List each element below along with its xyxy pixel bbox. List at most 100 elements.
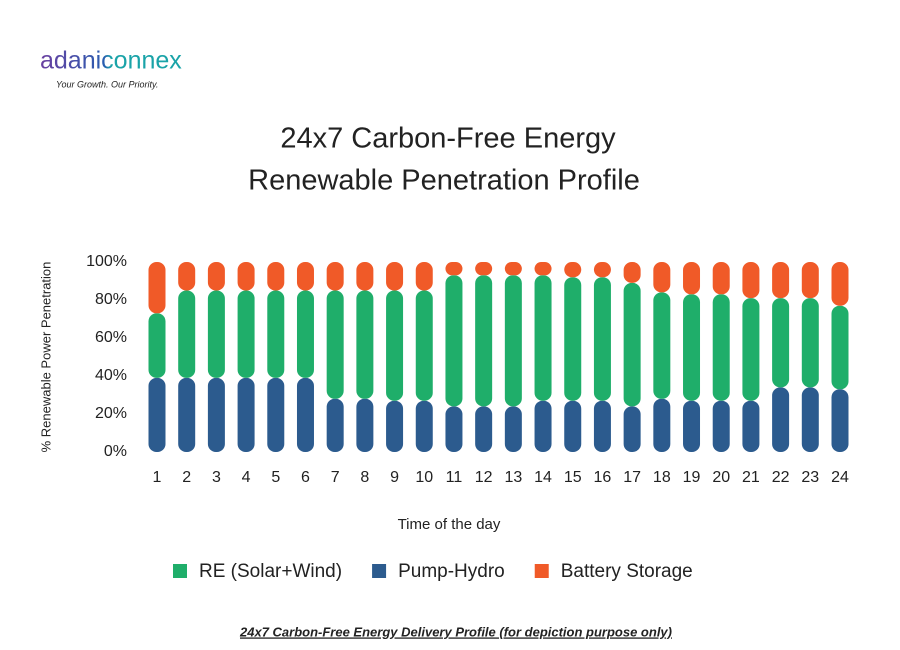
x-tick-label: 2 [182, 469, 191, 486]
legend-label: RE (Solar+Wind) [199, 561, 342, 582]
bar-segment [386, 262, 404, 291]
x-tick-label: 14 [534, 469, 552, 486]
legend-swatch [173, 564, 187, 578]
bar-segment [772, 262, 790, 299]
x-tick-label: 23 [801, 469, 819, 486]
bar-segment [178, 262, 196, 291]
bar-segment [475, 406, 493, 452]
logo: adaniconnex [40, 47, 182, 75]
legend-swatch [372, 564, 387, 578]
bar-segment [683, 262, 701, 295]
bar-segment [831, 262, 849, 306]
bar-segment [742, 262, 760, 299]
x-tick-label: 1 [153, 469, 162, 486]
x-tick-label: 8 [360, 469, 369, 486]
bar-segment [148, 377, 166, 452]
bar-segment [742, 400, 760, 452]
y-tick-label: 40% [95, 367, 127, 384]
x-axis-label: Time of the day [398, 516, 501, 533]
bar-segment [534, 400, 552, 452]
x-tick-label: 18 [653, 469, 671, 486]
bar-segment [831, 389, 849, 452]
bar-segment [267, 377, 285, 452]
bar-segment [326, 290, 344, 399]
bar-segment [504, 275, 522, 407]
x-tick-label: 9 [390, 469, 399, 486]
bar-segment [801, 298, 819, 388]
legend-label: Pump-Hydro [398, 561, 505, 582]
bar-segment [534, 262, 552, 276]
bar-segment [356, 262, 374, 291]
bar-segment [712, 262, 730, 295]
bar-segment [237, 262, 255, 291]
x-tick-label: 7 [331, 469, 340, 486]
bar-segment [296, 377, 314, 452]
bar-segment [772, 298, 790, 388]
bar-segment [712, 294, 730, 401]
bar-segment [742, 298, 760, 401]
chart-subtitle: Renewable Penetration Profile [248, 165, 640, 197]
bar-segment [504, 406, 522, 452]
bar-segment [296, 290, 314, 378]
bar-segment [415, 400, 433, 452]
x-tick-label: 10 [415, 469, 433, 486]
bar-segment [653, 398, 671, 452]
bar-segment [207, 262, 225, 291]
x-tick-label: 5 [271, 469, 280, 486]
x-tick-label: 17 [623, 469, 641, 486]
bar-segment [386, 400, 404, 452]
y-tick-label: 20% [95, 405, 127, 422]
bar-segment [178, 377, 196, 452]
caption: 24x7 Carbon-Free Energy Delivery Profile… [239, 624, 672, 639]
bar-segment [623, 262, 641, 283]
bar-segment [445, 406, 463, 452]
x-tick-label: 20 [712, 469, 730, 486]
bar-segment [593, 277, 611, 401]
bar-segment [831, 305, 849, 390]
x-tick-label: 6 [301, 469, 310, 486]
bar-segment [712, 400, 730, 452]
x-tick-label: 4 [242, 469, 251, 486]
bar-segment [475, 262, 493, 276]
x-tick-label: 22 [772, 469, 790, 486]
bar-segment [445, 262, 463, 276]
bar-segment [386, 290, 404, 401]
bar-segment [178, 290, 196, 378]
bar-segment [148, 313, 166, 378]
x-tick-label: 16 [594, 469, 612, 486]
y-tick-label: 80% [95, 291, 127, 308]
y-tick-label: 60% [95, 329, 127, 346]
bar-segment [504, 262, 522, 276]
bar-segment [683, 400, 701, 452]
bar-segment [801, 387, 819, 452]
x-tick-label: 24 [831, 469, 849, 486]
bar-segment [772, 387, 790, 452]
bar-segment [267, 290, 285, 378]
bar-segment [653, 292, 671, 399]
bar-segment [415, 262, 433, 291]
y-axis-label: % Renewable Power Penetration [38, 262, 53, 453]
bar-segment [653, 262, 671, 293]
x-tick-label: 12 [475, 469, 493, 486]
chart-title: 24x7 Carbon-Free Energy [280, 123, 616, 155]
x-tick-label: 15 [564, 469, 582, 486]
bar-segment [445, 275, 463, 407]
bar-segment [593, 262, 611, 278]
x-tick-label: 3 [212, 469, 221, 486]
bar-segment [415, 290, 433, 401]
bar-segment [267, 262, 285, 291]
bar-segment [564, 400, 582, 452]
bar-segment [296, 262, 314, 291]
bar-segment [683, 294, 701, 401]
bar-segment [534, 275, 552, 401]
bar-segment [237, 377, 255, 452]
y-tick-label: 0% [104, 443, 127, 460]
bar-segment [623, 406, 641, 452]
legend-swatch [534, 564, 549, 578]
legend-label: Battery Storage [561, 561, 693, 582]
bar-segment [207, 290, 225, 378]
logo-tagline: Your Growth. Our Priority. [56, 79, 158, 89]
bar-segment [326, 262, 344, 291]
x-tick-label: 13 [504, 469, 522, 486]
